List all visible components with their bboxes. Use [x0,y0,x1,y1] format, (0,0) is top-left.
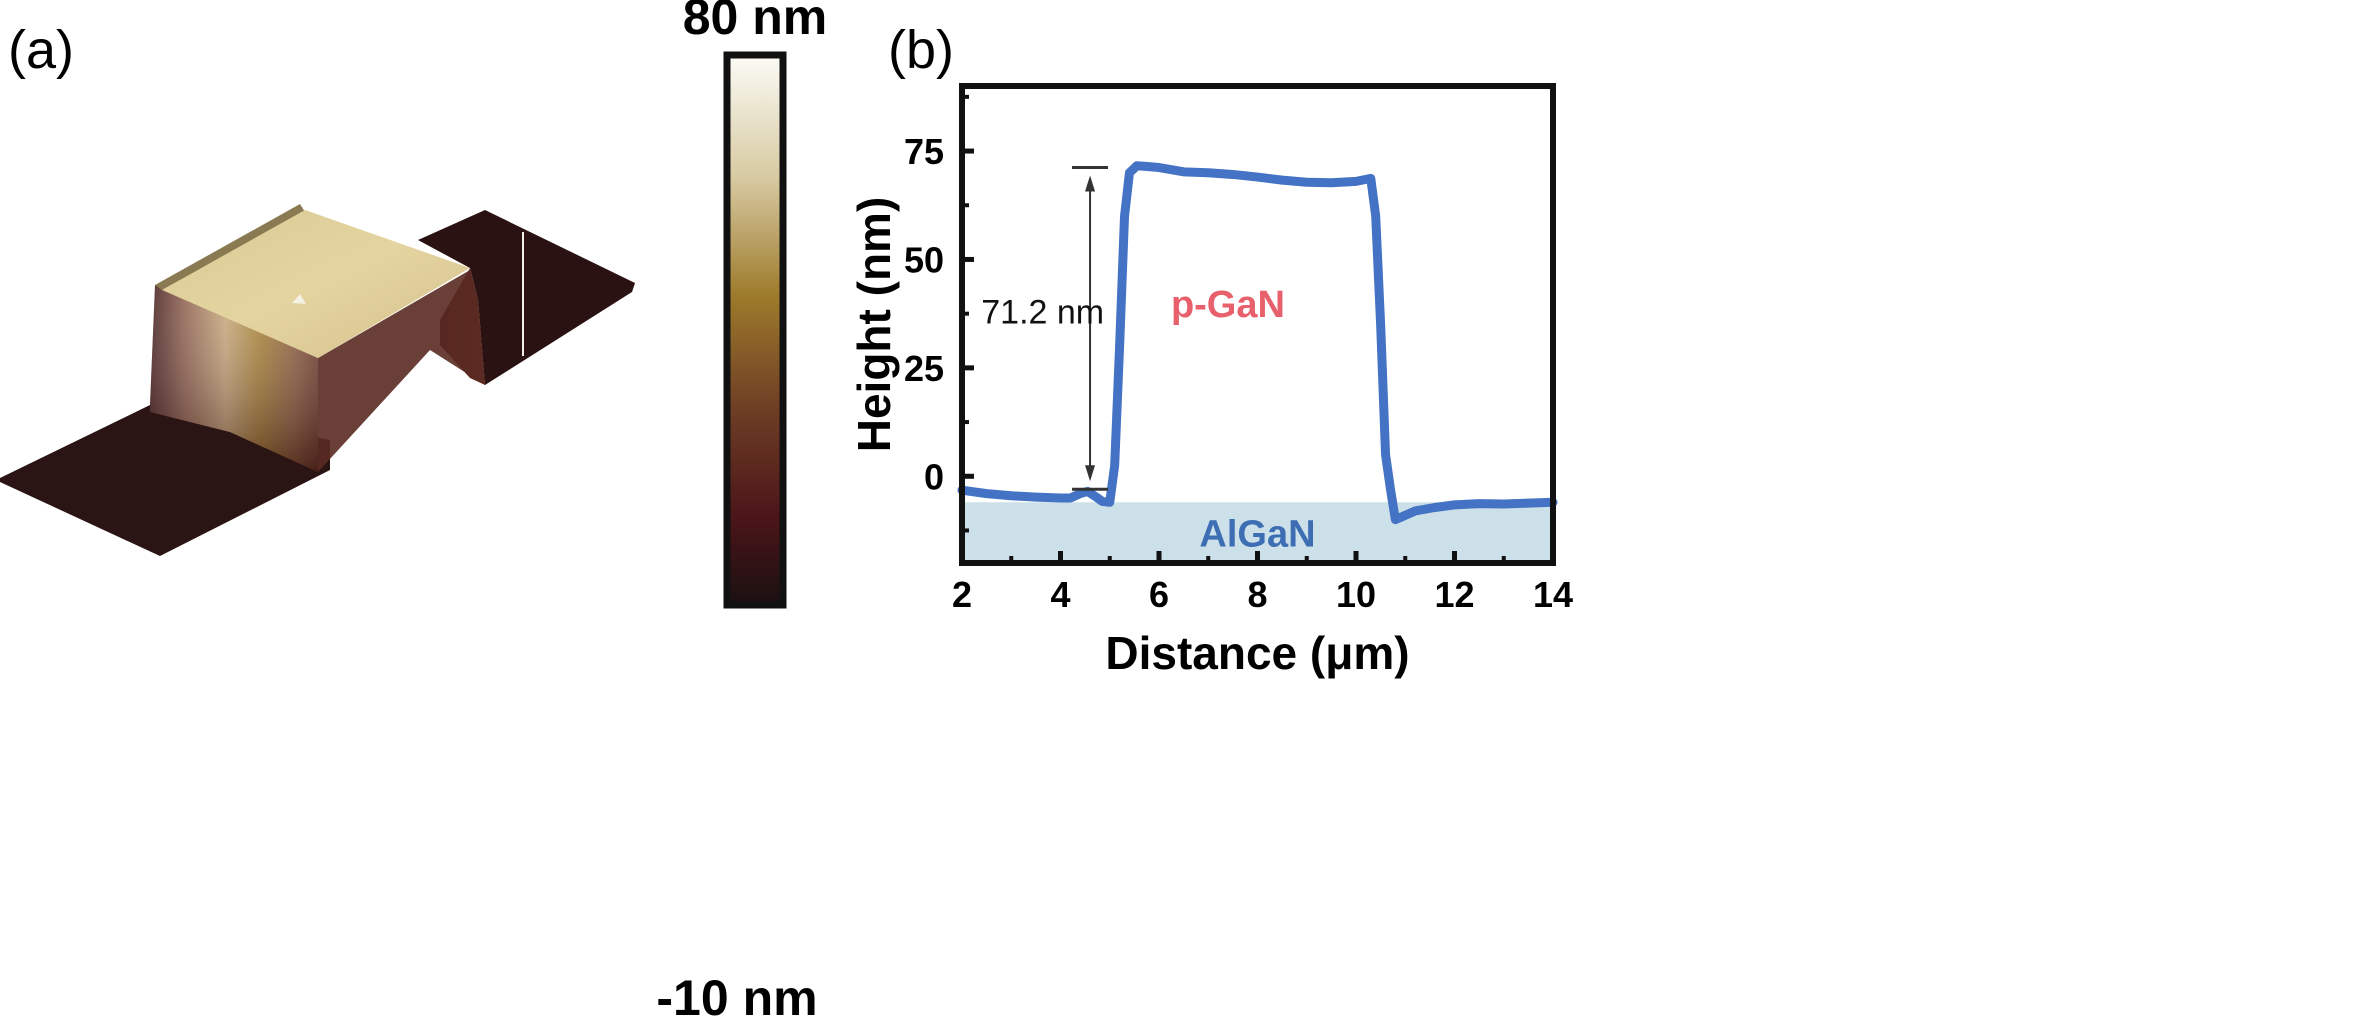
x-tick-label: 2 [952,574,972,615]
x-tick-label: 10 [1336,574,1376,615]
step-height-label: 71.2 nm [981,293,1104,331]
afm-step-side [318,270,485,472]
p-gan-label: p-GaN [1171,284,1285,326]
height-profile-line [957,161,1558,525]
y-tick-label: 75 [904,131,944,172]
colorbar-max-label: 80 nm [683,0,828,45]
algan-label: AlGaN [1199,514,1315,556]
y-tick-label: 50 [904,239,944,280]
y-tick-label: 25 [904,348,944,389]
afm-back-terrace [418,210,635,385]
afm-spike [292,294,306,304]
afm-plateau-top [162,210,470,358]
afm-3d-surface [0,204,635,556]
y-tick-label: 0 [924,456,944,497]
y-axis-label: Height (nm) [848,197,900,453]
panel-b: (b) AlGaN 2 4 6 8 10 12 14 0 25 50 75 p-GaN 71.2 … [848,20,1573,679]
x-tick-label: 8 [1247,574,1267,615]
y-axis-ticks: 0 25 50 75 [904,94,974,533]
x-tick-label: 12 [1434,574,1474,615]
afm-plateau-edge [155,204,305,290]
arrow-up-icon [1085,175,1096,192]
colorbar-min-label: -10 nm [656,970,817,1026]
x-tick-label: 4 [1050,574,1070,615]
panel-b-label: (b) [888,20,954,80]
x-tick-label: 14 [1533,574,1573,615]
step-height-marker [1072,166,1109,491]
colorbar-gradient [723,51,787,609]
afm-step-wall-shade [150,285,318,472]
x-axis-label: Distance (μm) [1105,627,1409,679]
colorbar: 80 nm -10 nm [656,0,827,1026]
x-tick-label: 6 [1149,574,1169,615]
panel-a-label: (a) [8,20,74,80]
plot-frame [959,83,1556,566]
arrow-down-icon [1085,465,1096,482]
panel-a: (a) 80 nm -10 nm [0,0,827,1026]
afm-lower-terrace [0,405,330,556]
height-profile-chart: AlGaN 2 4 6 8 10 12 14 0 25 50 75 p-GaN 71.2 nm D… [848,83,1573,679]
